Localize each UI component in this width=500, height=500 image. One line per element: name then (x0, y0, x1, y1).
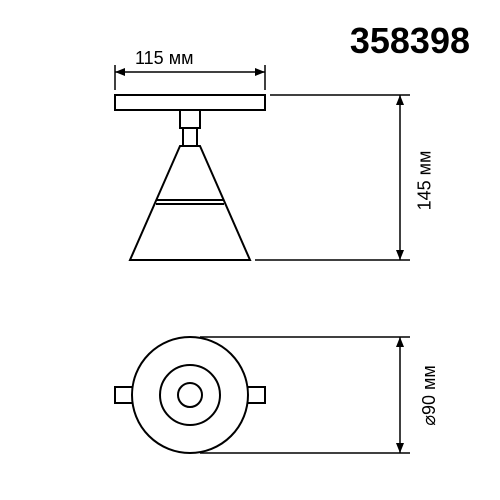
dim-line-height (255, 95, 410, 260)
width-dimension-label: 115 мм (135, 48, 193, 69)
diameter-dimension-label: ⌀90 мм (419, 365, 440, 426)
stem-outer (180, 110, 200, 128)
cone-shade (130, 146, 250, 260)
height-dimension-label: 145 мм (415, 151, 436, 211)
stem-inner (183, 128, 197, 146)
mount-plate (115, 95, 265, 110)
bottom-view (115, 337, 265, 453)
